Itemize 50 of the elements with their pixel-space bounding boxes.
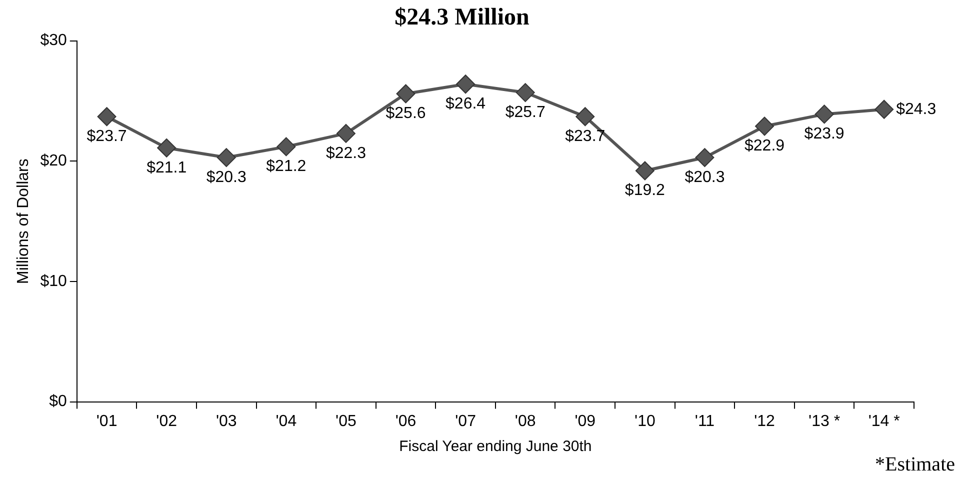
y-tick-label: $20 [40,152,67,170]
data-label: $19.2 [624,182,666,200]
point [874,100,894,119]
data-label: $22.3 [326,144,366,162]
point [576,107,595,126]
y-axis-title: Millions of Dollars [15,158,32,284]
data-label: $20.3 [206,168,246,186]
x-tick-label: '06 [395,412,416,430]
text: *Estimate [875,453,956,476]
y-tick-label: $0 [49,393,67,410]
x-axis-title: Fiscal Year ending June 30th [399,438,592,456]
data-label: $24.3 [896,100,936,118]
y-tick-label: $10 [40,272,67,290]
data-label: $22.9 [744,138,785,155]
point [814,104,834,124]
point [635,161,654,180]
point [336,124,356,143]
data-label: $23.7 [565,128,606,146]
point [276,137,296,156]
point [456,74,476,94]
x-tick-label: '04 [276,412,297,430]
data-label: $26.4 [446,96,486,113]
x-tick-label: '08 [514,412,536,430]
x-tick-label: '11 [694,412,715,430]
x-tick-label: '02 [156,412,178,430]
data-label: $25.6 [386,105,426,122]
point [157,138,176,158]
point [516,83,535,102]
data-label: $21.2 [266,158,306,176]
x-tick-label: '01 [96,412,118,430]
point [695,148,714,168]
x-tick-label: '12 [754,412,776,430]
data-label: $21.1 [146,159,187,176]
point [97,107,116,126]
data-label: $23.9 [804,126,844,143]
data-label: $25.7 [505,104,546,121]
x-tick-label: '07 [455,412,476,430]
data-label: $23.7 [86,128,127,146]
x-tick-label: '13 * [808,412,840,430]
data-label: $20.3 [684,168,725,186]
x-tick-label: '10 [634,412,656,430]
y-tick-label: $30 [40,32,67,50]
x-tick-label: '09 [574,412,596,430]
x-tick-label: '05 [336,412,356,430]
point [216,148,236,168]
point [755,116,774,136]
point [396,84,416,104]
x-tick-label: '14 * [868,412,900,430]
chart-title: $24.3 Million [394,4,530,31]
x-tick-label: '03 [216,412,237,430]
